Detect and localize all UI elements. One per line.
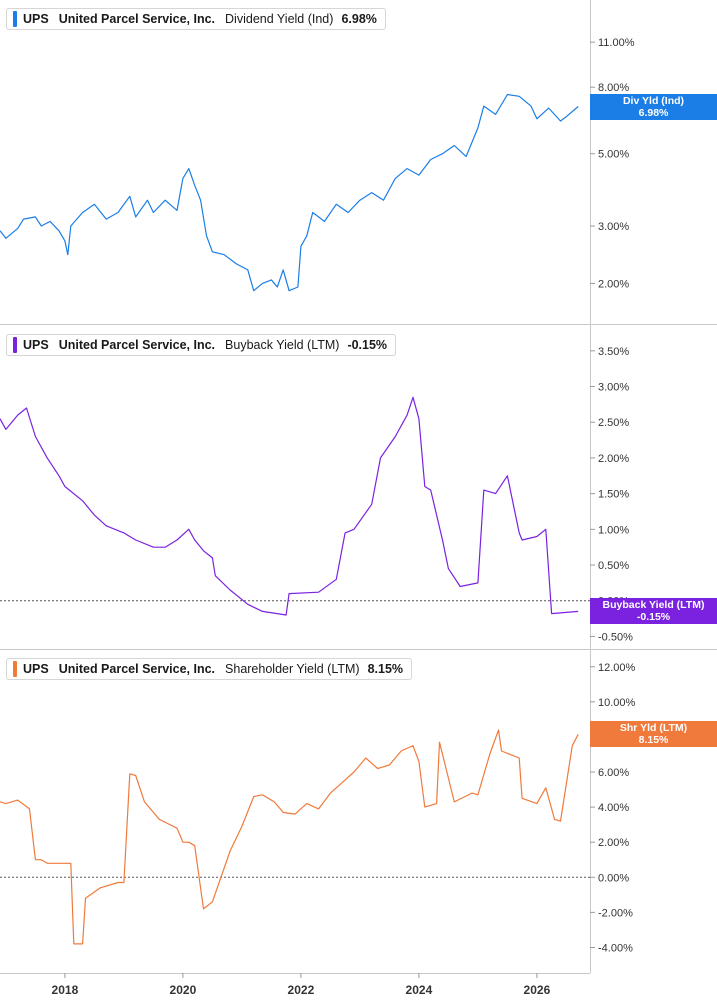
y-tick-label: 0.50%	[598, 560, 629, 572]
series-line	[0, 396, 579, 616]
panel-0: 2.00% 3.00% 5.00% 8.00% 11.00%	[0, 37, 635, 292]
x-tick-label: 2020	[170, 983, 197, 997]
y-tick-label: 2.00%	[598, 278, 629, 290]
company-label: United Parcel Service, Inc.	[58, 338, 216, 352]
x-tick-label: 2022	[288, 983, 315, 997]
y-tick-label: 5.00%	[598, 149, 629, 161]
panel-2: -4.00%-2.00%0.00%2.00%4.00%6.00%8.00%10.…	[0, 662, 636, 954]
x-axis: 2018 2020 2022 2024 2026	[52, 973, 551, 997]
y-tick-label: 2.50%	[598, 417, 629, 429]
ticker-label: UPS	[23, 338, 49, 352]
legend-shareholder-yield[interactable]: UPS United Parcel Service, Inc. Sharehol…	[6, 658, 413, 680]
panel-1: -0.50%0.00%0.50%1.00%1.50%2.00%2.50%3.00…	[0, 346, 633, 643]
series-line	[0, 729, 579, 945]
y-tick-label: 10.00%	[598, 697, 636, 709]
metric-label: Shareholder Yield (LTM)	[225, 662, 360, 676]
y-tick-label: 3.00%	[598, 221, 629, 233]
x-tick-label: 2024	[406, 983, 433, 997]
series-color-swatch	[13, 11, 17, 27]
ticker-label: UPS	[23, 662, 49, 676]
y-tick-label: 0.00%	[598, 872, 629, 884]
current-value: 6.98%	[341, 12, 377, 26]
y-tick-label: 1.50%	[598, 489, 629, 501]
last-value-tag-dividend: Div Yld (Ind) 6.98%	[590, 93, 717, 120]
current-value: -0.15%	[347, 338, 388, 352]
y-tick-label: -4.00%	[598, 942, 633, 954]
y-tick-label: 2.00%	[598, 837, 629, 849]
y-tick-label: 3.00%	[598, 382, 629, 394]
y-tick-label: 4.00%	[598, 802, 629, 814]
y-tick-label: 3.50%	[598, 346, 629, 358]
legend-dividend-yield[interactable]: UPS United Parcel Service, Inc. Dividend…	[6, 8, 386, 30]
tag-value: 6.98%	[638, 106, 669, 119]
x-tick-label: 2018	[52, 983, 79, 997]
series-color-swatch	[13, 337, 17, 353]
tag-title: Shr Yld (LTM)	[619, 722, 688, 735]
y-tick-label: 8.00%	[598, 82, 629, 94]
y-tick-label: 1.00%	[598, 524, 629, 536]
current-value: 8.15%	[367, 662, 404, 676]
y-tick-label: 12.00%	[598, 662, 636, 674]
tag-value: -0.15%	[636, 611, 671, 624]
series-color-swatch	[13, 661, 17, 677]
tag-title: Buyback Yield (LTM)	[602, 599, 705, 612]
company-label: United Parcel Service, Inc.	[58, 12, 216, 26]
ticker-label: UPS	[23, 12, 49, 26]
y-tick-label: -2.00%	[598, 907, 633, 919]
y-tick-label: -0.50%	[598, 631, 633, 643]
y-tick-label: 6.00%	[598, 767, 629, 779]
company-label: United Parcel Service, Inc.	[58, 662, 216, 676]
tag-title: Div Yld (Ind)	[622, 94, 685, 107]
metric-label: Buyback Yield (LTM)	[225, 338, 340, 352]
metric-label: Dividend Yield (Ind)	[225, 12, 334, 26]
x-tick-label: 2026	[524, 983, 551, 997]
last-value-tag-shareholder: Shr Yld (LTM) 8.15%	[590, 721, 717, 748]
y-tick-label: 2.00%	[598, 453, 629, 465]
last-value-tag-buyback: Buyback Yield (LTM) -0.15%	[590, 598, 717, 625]
y-tick-label: 11.00%	[598, 37, 635, 49]
legend-buyback-yield[interactable]: UPS United Parcel Service, Inc. Buyback …	[6, 334, 397, 356]
series-line	[0, 93, 579, 292]
tag-value: 8.15%	[638, 734, 669, 747]
